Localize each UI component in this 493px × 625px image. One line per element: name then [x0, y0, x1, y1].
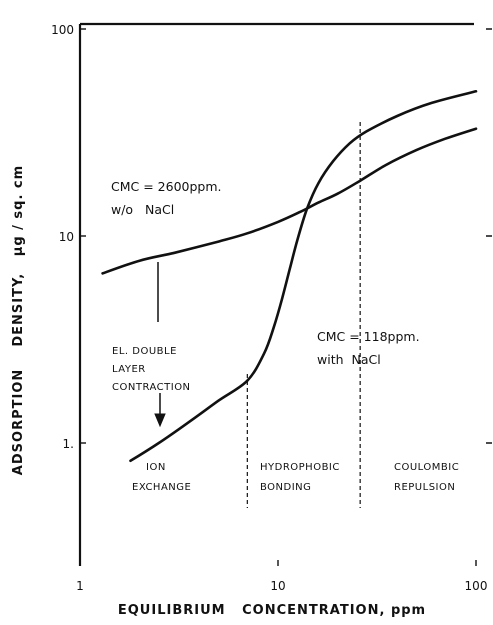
zone-hydrophobic-1: HYDROPHOBIC [260, 462, 340, 473]
annotation-without-nacl: w/o NaCl [111, 202, 174, 217]
x-axis-title: EQUILIBRIUM CONCENTRATION, ppm [118, 603, 426, 618]
x-tick-label-0: 1 [76, 579, 84, 593]
x-tick-label-1: 10 [270, 579, 285, 593]
x-tick-label-2: 100 [465, 579, 488, 593]
plot-frame [78, 22, 492, 566]
zone-ion-exchange-1: ION [146, 462, 166, 473]
annotation-double-layer-3: CONTRACTION [112, 382, 191, 393]
curves [101, 90, 478, 463]
series-line-0 [101, 127, 478, 275]
annotation-double-layer-1: EL. DOUBLE [112, 346, 177, 357]
annotation-with-nacl: with NaCl [317, 352, 381, 367]
tick-labels: 1 10 100 1. 10 100 [51, 23, 487, 593]
zone-hydrophobic-2: BONDING [260, 482, 311, 493]
y-tick-label-0: 1. [63, 437, 74, 451]
zone-ion-exchange-2: EXCHANGE [132, 482, 191, 493]
region-boundaries [246, 122, 361, 508]
y-tick-label-2: 100 [51, 23, 74, 37]
zone-coulombic-1: COULOMBIC [394, 462, 459, 473]
tick-marks [80, 28, 477, 566]
y-axis-title: ADSORPTION DENSITY, μg / sq. cm [11, 165, 26, 475]
annotation-cmc-118: CMC = 118ppm. [317, 329, 420, 344]
annotation-double-layer-2: LAYER [112, 364, 146, 375]
contraction-arrowhead [154, 413, 166, 428]
y-tick-label-1: 10 [59, 230, 74, 244]
zone-coulombic-2: REPULSION [394, 482, 455, 493]
series-line-1 [129, 90, 478, 463]
contraction-arrow [154, 262, 166, 428]
annotation-cmc-2600: CMC = 2600ppm. [111, 179, 222, 194]
